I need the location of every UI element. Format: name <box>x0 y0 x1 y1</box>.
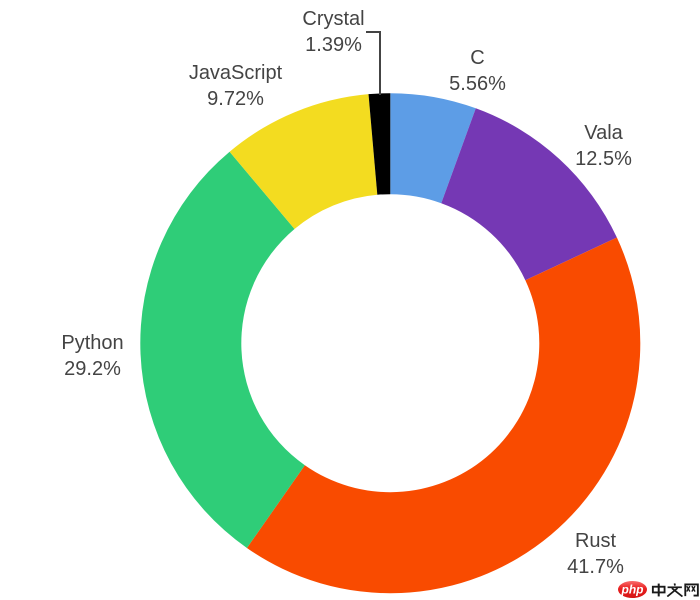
svg-text:php: php <box>621 583 644 597</box>
